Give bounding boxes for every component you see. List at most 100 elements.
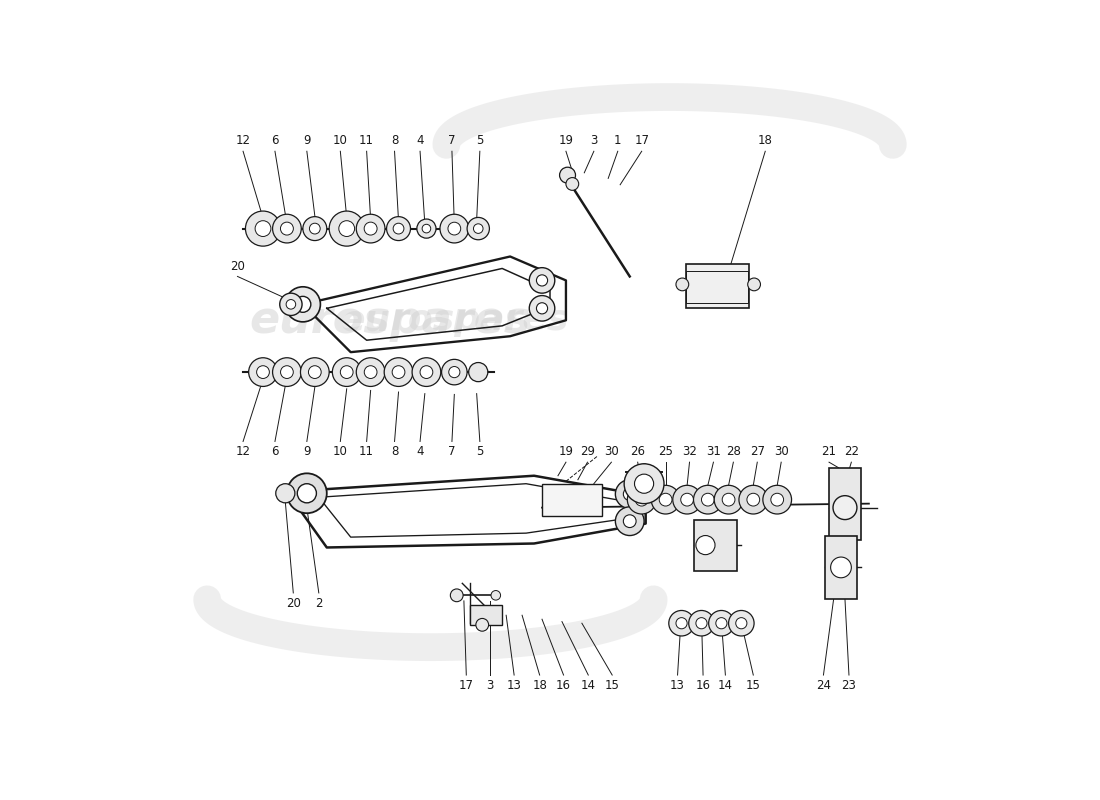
Circle shape: [771, 494, 783, 506]
Circle shape: [329, 211, 364, 246]
Text: 16: 16: [557, 679, 571, 692]
Circle shape: [830, 557, 851, 578]
Text: 29: 29: [580, 446, 595, 458]
Circle shape: [714, 486, 742, 514]
Text: 13: 13: [507, 679, 521, 692]
Text: 7: 7: [448, 134, 455, 147]
Circle shape: [560, 167, 575, 183]
Circle shape: [476, 618, 488, 631]
Circle shape: [256, 366, 270, 378]
Circle shape: [422, 224, 431, 233]
Text: 27: 27: [750, 446, 764, 458]
Text: 14: 14: [718, 679, 733, 692]
Circle shape: [689, 610, 714, 636]
Text: 11: 11: [359, 134, 374, 147]
Circle shape: [386, 217, 410, 241]
Text: 31: 31: [706, 446, 721, 458]
Circle shape: [364, 366, 377, 378]
Circle shape: [469, 362, 487, 382]
Text: 30: 30: [773, 446, 789, 458]
Circle shape: [627, 486, 656, 514]
Text: 30: 30: [604, 446, 619, 458]
Text: 20: 20: [230, 259, 245, 273]
Text: 11: 11: [359, 446, 374, 458]
Circle shape: [308, 366, 321, 378]
Bar: [825, 535, 857, 599]
Circle shape: [286, 299, 296, 309]
Text: eu: eu: [340, 303, 390, 338]
Text: 4: 4: [416, 134, 424, 147]
Circle shape: [309, 223, 320, 234]
Circle shape: [565, 178, 579, 190]
Circle shape: [287, 474, 327, 514]
Circle shape: [468, 218, 490, 240]
Bar: [693, 519, 737, 571]
Text: 2: 2: [315, 597, 322, 610]
Text: 25: 25: [658, 446, 673, 458]
Text: 17: 17: [635, 134, 649, 147]
Circle shape: [696, 618, 707, 629]
Text: eurospares: eurospares: [250, 298, 531, 342]
Circle shape: [708, 610, 734, 636]
Circle shape: [615, 507, 645, 535]
Circle shape: [280, 366, 294, 378]
Text: 6: 6: [272, 446, 278, 458]
Text: 9: 9: [304, 446, 310, 458]
Circle shape: [537, 275, 548, 286]
Text: 16: 16: [695, 679, 711, 692]
Circle shape: [739, 486, 768, 514]
Text: 3: 3: [591, 134, 597, 147]
Circle shape: [280, 222, 294, 235]
Circle shape: [285, 286, 320, 322]
Text: 8: 8: [390, 446, 398, 458]
Text: 3: 3: [486, 679, 494, 692]
Circle shape: [624, 515, 636, 527]
Text: 12: 12: [235, 134, 251, 147]
Circle shape: [473, 224, 483, 234]
Circle shape: [723, 494, 735, 506]
Circle shape: [676, 278, 689, 290]
Circle shape: [356, 358, 385, 386]
Circle shape: [491, 590, 501, 600]
Bar: [685, 271, 748, 302]
Bar: [471, 605, 503, 625]
Circle shape: [364, 222, 377, 235]
Circle shape: [276, 484, 295, 503]
Circle shape: [651, 486, 680, 514]
Circle shape: [420, 366, 432, 378]
Text: 18: 18: [758, 134, 772, 147]
Circle shape: [449, 366, 460, 378]
Circle shape: [529, 268, 554, 293]
Text: 7: 7: [448, 446, 455, 458]
Text: 19: 19: [559, 446, 573, 458]
Circle shape: [340, 366, 353, 378]
Text: 4: 4: [416, 446, 424, 458]
Text: 12: 12: [235, 446, 251, 458]
Circle shape: [615, 480, 645, 509]
Circle shape: [384, 358, 412, 386]
Bar: [685, 265, 749, 308]
Text: 10: 10: [333, 446, 348, 458]
Circle shape: [450, 589, 463, 602]
Circle shape: [659, 494, 672, 506]
Circle shape: [529, 295, 554, 321]
Circle shape: [748, 278, 760, 290]
Text: 9: 9: [304, 134, 310, 147]
Circle shape: [417, 219, 436, 238]
Text: 10: 10: [333, 134, 348, 147]
Circle shape: [441, 359, 468, 385]
Circle shape: [273, 214, 301, 243]
Circle shape: [302, 217, 327, 241]
Text: 23: 23: [842, 679, 857, 692]
Text: 20: 20: [286, 597, 300, 610]
Circle shape: [636, 494, 648, 506]
Text: 15: 15: [746, 679, 761, 692]
Circle shape: [448, 222, 461, 235]
Text: 18: 18: [532, 679, 547, 692]
Circle shape: [297, 484, 317, 503]
Text: 21: 21: [822, 446, 836, 458]
Circle shape: [295, 296, 311, 312]
Circle shape: [393, 223, 404, 234]
Circle shape: [716, 618, 727, 629]
Circle shape: [681, 494, 693, 506]
